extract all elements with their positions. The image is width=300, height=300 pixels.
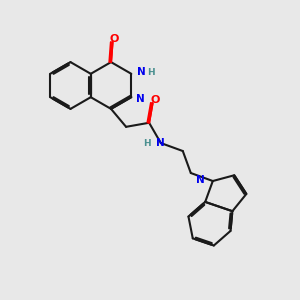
Text: O: O <box>150 95 160 105</box>
Text: N: N <box>196 175 204 184</box>
Text: N: N <box>156 138 165 148</box>
Text: N: N <box>136 94 145 104</box>
Text: N: N <box>137 67 146 77</box>
Text: H: H <box>144 139 151 148</box>
Text: O: O <box>109 34 119 44</box>
Text: H: H <box>147 68 154 77</box>
